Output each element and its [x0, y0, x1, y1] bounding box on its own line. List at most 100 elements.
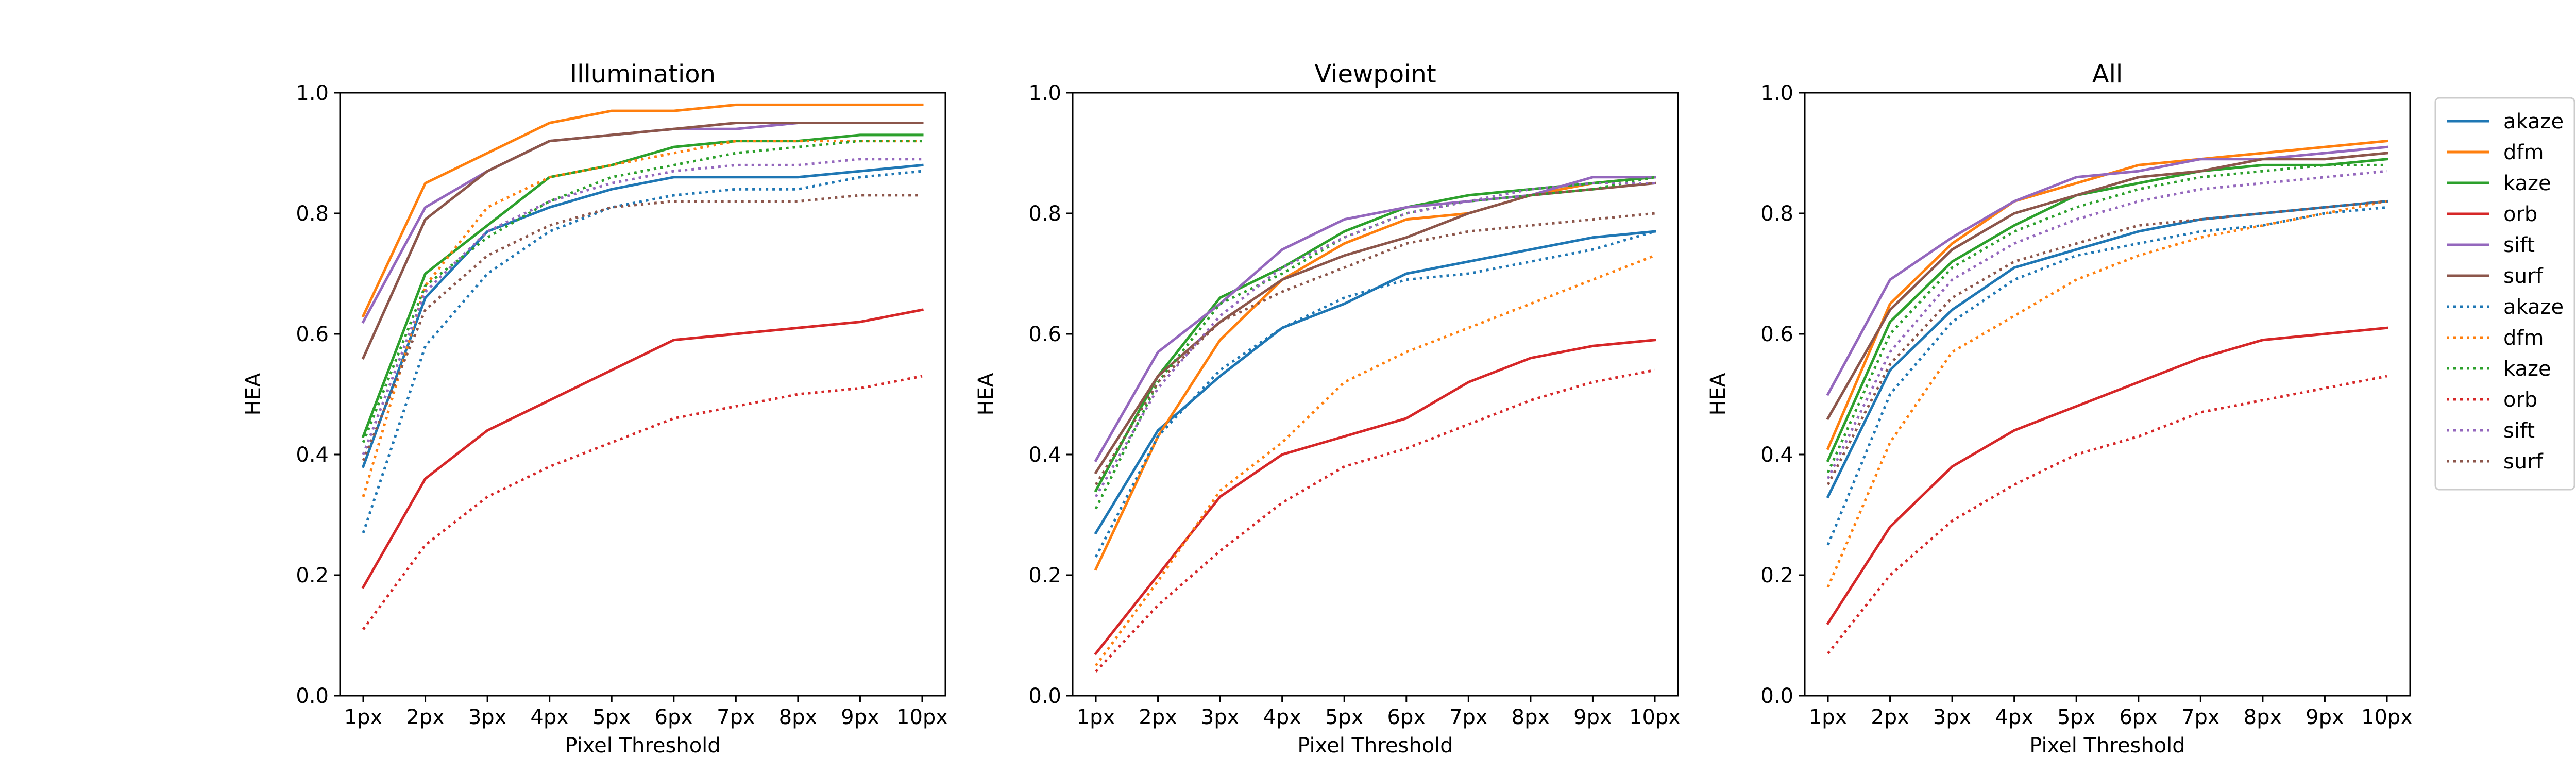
legend-entry-akaze-dotted: akaze: [2447, 295, 2564, 319]
y-tick-label: 0.8: [296, 202, 329, 226]
series-line-orb-dotted: [362, 375, 923, 630]
x-axis-label: Pixel Threshold: [1297, 734, 1453, 758]
y-tick-label: 1.0: [1760, 81, 1793, 105]
x-tick-label: 4px: [1995, 705, 2033, 729]
y-tick-label: 0.0: [296, 684, 329, 708]
x-tick-label: 7px: [1449, 705, 1488, 729]
x-axis-label: Pixel Threshold: [565, 734, 720, 758]
x-tick-label: 3px: [1201, 705, 1240, 729]
series-line-akaze-dotted: [1094, 230, 1655, 558]
x-tick-label: 10px: [896, 705, 948, 729]
plot-frame: [1804, 92, 2411, 697]
y-tick-label: 1.0: [1028, 81, 1061, 105]
series-line-surf-solid: [1826, 152, 2388, 421]
legend-entry-surf-dotted: surf: [2447, 450, 2544, 474]
y-axis-label: HEA: [974, 373, 998, 415]
x-tick-label: 7px: [2181, 705, 2220, 729]
x-tick-label: 5px: [1325, 705, 1364, 729]
chart-panel-1: 0.0 0.2 0.4 0.6 0.8 1.0 1px 2px 3px 4px 5px 6px 7px 8…: [242, 60, 948, 758]
x-tick-label: 2px: [406, 705, 445, 729]
series-line-sift-dotted: [1826, 170, 2387, 479]
chart-panel-2: 0.0 0.2 0.4 0.6 0.8 1.0 1px 2px 3px 4px 5px 6px 7px 8…: [974, 60, 1681, 758]
y-tick-label: 0.4: [1028, 443, 1061, 467]
x-tick-label: 9px: [2306, 705, 2344, 729]
legend-entry-akaze-solid: akaze: [2447, 110, 2564, 133]
x-tick-label: 4px: [530, 705, 569, 729]
series-line-dfm-dotted: [1826, 200, 2387, 588]
legend-entry-kaze-dotted: kaze: [2447, 357, 2551, 381]
legend-label: sift: [2503, 233, 2535, 257]
x-tick-label: 3px: [468, 705, 507, 729]
series-line-surf-solid: [361, 122, 924, 360]
series-line-kaze-solid: [1826, 157, 2388, 463]
x-tick-label: 3px: [1933, 705, 1972, 729]
legend-label: akaze: [2503, 295, 2564, 319]
x-tick-label: 5px: [592, 705, 631, 729]
series-line-orb-solid: [361, 308, 924, 589]
y-tick-label: 0.4: [296, 443, 329, 467]
legend-entry-surf-solid: surf: [2447, 264, 2544, 288]
series-line-kaze-dotted: [1826, 163, 2387, 474]
y-tick-label: 0.6: [296, 323, 329, 346]
series-line-dfm-dotted: [362, 140, 922, 497]
legend-entry-orb-dotted: orb: [2447, 388, 2537, 412]
series-line-orb-dotted: [1095, 368, 1655, 673]
x-tick-label: 5px: [2057, 705, 2096, 729]
y-tick-label: 0.8: [1760, 202, 1793, 226]
chart-title: All: [2092, 60, 2123, 89]
series-line-orb-dotted: [1827, 375, 2387, 654]
x-tick-label: 1px: [344, 705, 383, 729]
y-tick-label: 0.6: [1028, 323, 1061, 346]
series-line-surf-dotted: [1826, 200, 2387, 485]
series-line-surf-dotted: [1094, 212, 1655, 485]
series-line-akaze-dotted: [362, 170, 923, 533]
series-lines: [1826, 139, 2388, 654]
series-line-orb-solid: [1094, 338, 1656, 656]
series-line-sift-solid: [1094, 176, 1656, 463]
plot-frame: [339, 92, 946, 697]
series-line-akaze-dotted: [1826, 206, 2387, 546]
legend-label: kaze: [2503, 172, 2551, 195]
series-line-surf-dotted: [362, 194, 922, 461]
legend-entry-orb-solid: orb: [2447, 203, 2537, 226]
y-axis-label: HEA: [242, 373, 265, 415]
series-line-dfm-solid: [361, 103, 924, 318]
x-tick-label: 1px: [1077, 705, 1115, 729]
chart-title: Illumination: [570, 60, 716, 89]
chart-title: Viewpoint: [1314, 60, 1436, 89]
series-line-orb-solid: [1826, 326, 2388, 626]
legend-label: akaze: [2503, 110, 2564, 133]
legend-label: dfm: [2503, 326, 2544, 350]
x-tick-label: 9px: [1573, 705, 1612, 729]
x-tick-label: 6px: [2120, 705, 2158, 729]
y-tick-label: 0.0: [1028, 684, 1061, 708]
y-tick-label: 0.4: [1760, 443, 1793, 467]
x-tick-label: 4px: [1263, 705, 1301, 729]
legend-label: dfm: [2503, 141, 2544, 164]
legend-label: surf: [2503, 264, 2544, 288]
y-tick-label: 0.2: [1760, 564, 1793, 587]
x-axis-label: Pixel Threshold: [2029, 734, 2185, 758]
legend-entry-dfm-dotted: dfm: [2447, 326, 2544, 350]
legend-label: orb: [2503, 388, 2537, 412]
x-tick-label: 9px: [841, 705, 879, 729]
y-tick-label: 0.2: [1028, 564, 1061, 587]
legend-label: sift: [2503, 419, 2535, 443]
legend: akaze dfm kaze orb sift surf akaze dfm kaze orb si…: [2434, 97, 2575, 491]
x-tick-label: 10px: [2361, 705, 2413, 729]
series-line-dfm-dotted: [1094, 254, 1655, 666]
series-lines: [361, 103, 924, 630]
legend-entry-sift-dotted: sift: [2447, 419, 2535, 443]
y-tick-label: 0.8: [1028, 202, 1061, 226]
series-line-akaze-solid: [1826, 199, 2388, 499]
x-tick-label: 10px: [1629, 705, 1681, 729]
legend-entry-dfm-solid: dfm: [2447, 141, 2544, 164]
y-tick-label: 0.6: [1760, 323, 1793, 346]
series-line-akaze-solid: [361, 163, 924, 468]
x-tick-label: 1px: [1809, 705, 1848, 729]
plot-frame: [1072, 92, 1679, 697]
x-tick-label: 2px: [1139, 705, 1177, 729]
x-tick-label: 6px: [1387, 705, 1426, 729]
y-tick-label: 0.0: [1760, 684, 1793, 708]
